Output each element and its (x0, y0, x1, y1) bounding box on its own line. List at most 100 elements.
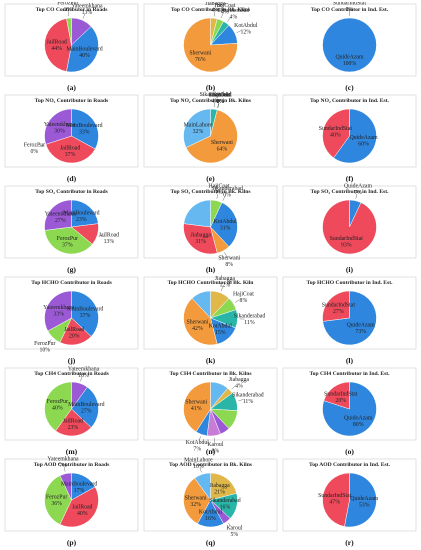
slice-value-label: 10% (193, 464, 204, 470)
slice-value-label: 33% (79, 129, 90, 135)
pie-slice-jiabagga (183, 223, 218, 255)
slice-name-label: JailRoad (64, 327, 84, 333)
slice-value-label: 17% (74, 488, 85, 494)
slice-name-label: QuidoAzam (344, 416, 373, 422)
pie-slice-kotabdul (210, 202, 238, 248)
leader-line (227, 17, 231, 22)
slice-name-label: SundarIndStat (322, 303, 356, 309)
slice-value-label: 0% (31, 149, 39, 155)
panel-caption: (r) (345, 538, 354, 547)
panel-caption: (e) (206, 174, 215, 183)
slice-value-label: 40% (77, 511, 88, 517)
pie-panel-e: Top NO₂ Contributor in Bk. KilnsSikander… (143, 92, 278, 183)
slice-value-label: 76% (195, 57, 206, 63)
slice-name-label: Yateemkhana (47, 456, 79, 462)
slice-name-label: Sherwani (218, 256, 240, 262)
slice-name-label: JailRoad (63, 418, 83, 424)
pie-slice-ferozpur (44, 475, 72, 525)
slice-name-label: Sherwani (185, 399, 207, 405)
pie-slice-yateemkhana (44, 108, 72, 145)
panel-caption: (g) (67, 265, 76, 274)
pie-slice-sherwani (183, 297, 218, 346)
slice-name-label: KotAbdul (209, 93, 233, 99)
slice-value-label: 47% (329, 500, 340, 506)
leader-line (213, 11, 215, 17)
slice-name-label: Sikanderabad (200, 92, 232, 98)
slice-value-label: 20% (69, 334, 80, 340)
slice-value-label: 33% (53, 311, 64, 317)
slice-name-label: MainBoulevard (63, 210, 99, 216)
pie-slice-mainboulevard (71, 108, 99, 150)
pie-title: Top CO Contributor in Bk. Kilns (171, 7, 251, 13)
slice-name-label: FerozPur (24, 143, 45, 149)
slice-value-label: 12% (240, 29, 251, 35)
slice-value-label: 42% (192, 326, 203, 332)
pie-title: Top CH4 Contributor in Bk. Kilns (169, 371, 252, 377)
slice-name-label: Yateemkhana (44, 122, 76, 128)
pie-slice-ferozpur (44, 381, 72, 432)
pie-panel-m: Top CH4 Contributor in RoadsYateemkhana1… (4, 366, 139, 456)
slice-name-label: Sikanderabad (232, 393, 264, 399)
panel-caption: (j) (68, 356, 76, 365)
leader-line (224, 252, 228, 257)
slice-value-label: 21% (214, 489, 225, 495)
slice-value-label: 73% (355, 329, 366, 335)
slice-value-label: 37% (65, 152, 76, 158)
slice-value-label: 32% (190, 502, 201, 508)
slice-name-label: FerozPur (57, 2, 78, 7)
slice-name-label: SundarIndStat (318, 493, 352, 499)
slice-name-label: FerozPur (57, 236, 78, 242)
pie-slice-quideazam (344, 472, 377, 528)
slice-name-label: Jiabagga (215, 276, 236, 282)
pie-slice-mainlahore (183, 199, 211, 228)
pie-panel-j: Top HCHO Contributor in Roads MainBouleva… (4, 276, 139, 365)
pie-panel-p: Top AOD Contributor in Roads MainBoulevar… (4, 456, 139, 547)
slice-value-label: 53% (359, 502, 370, 508)
slice-name-label: Yateemkhana (45, 212, 77, 218)
pie-panel-k: Top HCHO Contributor in Bk. KilnJiabagga… (143, 276, 278, 365)
panel-caption: (h) (206, 265, 216, 274)
pie-slice-sherwani (185, 109, 238, 164)
slice-value-label: 16% (220, 505, 231, 511)
slice-value-label: 41% (191, 406, 202, 412)
slice-name-label: MainBoulevard (61, 482, 97, 488)
pie-slice-mainlahore (191, 290, 211, 319)
slice-value-label: 5% (231, 532, 239, 538)
pie-panel-q: Top AOD Contributor in Bk. Kilns Jiabagga… (143, 457, 278, 547)
slice-value-label: 7% (354, 190, 362, 196)
pie-title: Top SO₂ Contributor in Ind. Est. (311, 189, 390, 195)
slice-value-label: 0% (223, 193, 231, 199)
panel-caption: (n) (206, 447, 216, 456)
slice-name-label: KotAbdul (234, 23, 258, 29)
pie-panel-r: Top AOD Contributor in Ind. Est. QuideAza… (282, 458, 417, 547)
slice-value-label: 16% (205, 516, 216, 522)
pie-slice-mainboulevard (66, 26, 99, 73)
slice-value-label: 7% (59, 463, 67, 469)
slice-name-label: FerozPur (47, 399, 68, 405)
slice-name-label: SundarIndStat (324, 391, 358, 397)
slice-name-label: JailRoad (47, 40, 67, 46)
pie-panel-f: Top NO₂ Contributor in Ind. Est. QuideAza… (282, 94, 417, 183)
slice-name-label: MainBoulevard (68, 402, 104, 408)
pie-title: Top AOD Contributor in Ind. Est. (309, 462, 391, 468)
leader-line (216, 193, 219, 199)
slice-value-label: 10% (39, 347, 50, 353)
slice-value-label: 4% (230, 14, 238, 20)
slice-value-label: 0% (346, 7, 354, 13)
leader-line (63, 466, 66, 472)
pie-title: Top SO₂ Contributor in Roads (35, 189, 108, 195)
slice-value-label: 4% (235, 383, 243, 389)
panel-caption: (c) (345, 83, 354, 92)
leader-line (198, 436, 201, 442)
slice-value-label: 10% (78, 373, 89, 379)
pie-panel-c: Top CO Contributor in Ind. Est. QuideAzam… (282, 2, 417, 92)
slice-name-label: Jiabagga (229, 377, 250, 383)
leader-line (222, 196, 226, 201)
slice-value-label: 27% (333, 309, 344, 315)
slice-value-label: 37% (62, 242, 73, 248)
slice-name-label: Karoul (226, 525, 242, 531)
slice-value-label: 11% (244, 320, 255, 326)
pie-slice-sundarindstat (322, 472, 350, 527)
pie-panel-g: Top SO₂ Contributor in Roads MainBoulevar… (4, 185, 139, 274)
